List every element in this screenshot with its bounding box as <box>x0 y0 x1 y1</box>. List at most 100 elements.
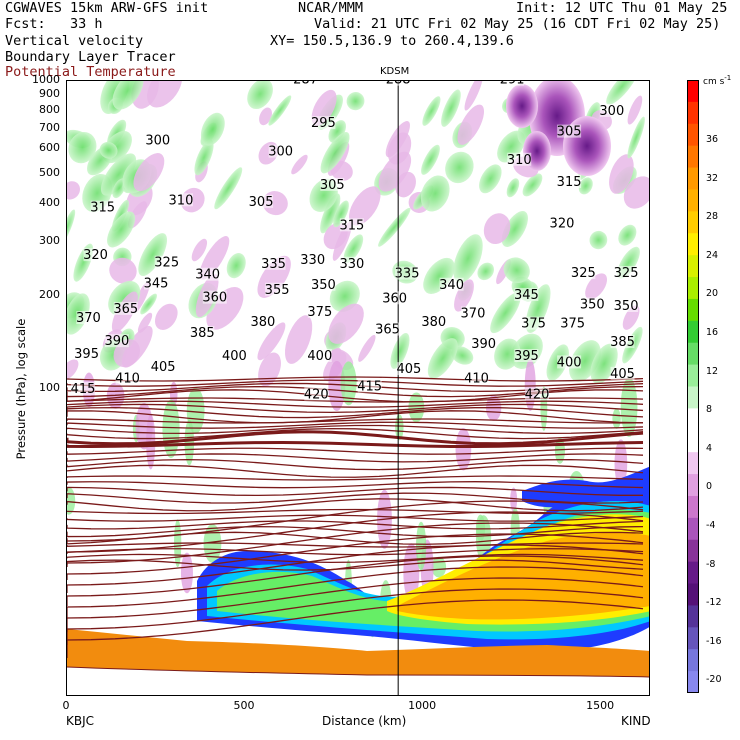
w-cell <box>421 144 440 175</box>
theta-label: 305 <box>320 178 345 193</box>
theta-label-bg <box>320 177 345 191</box>
theta-label-bg <box>113 301 138 315</box>
w-cell <box>420 175 450 212</box>
y-tick-label: 800 <box>39 102 60 116</box>
w-cell <box>214 167 243 210</box>
theta-label: 350 <box>580 298 605 313</box>
theta-label: 420 <box>525 387 550 402</box>
colorbar-swatch <box>687 430 699 453</box>
w-downdraft-cell <box>506 84 538 128</box>
w-cell <box>154 303 178 330</box>
theta-contour <box>67 500 644 542</box>
w-cell <box>68 132 97 164</box>
w-cell <box>226 253 246 279</box>
theta-contour <box>67 511 644 554</box>
theta-label-bg <box>304 387 329 401</box>
theta-contour <box>67 492 644 504</box>
w-cell <box>284 315 313 364</box>
theta-contour <box>67 406 644 419</box>
theta-label-bg <box>464 371 489 385</box>
w-cell <box>457 104 485 145</box>
colorbar-swatch <box>687 517 699 541</box>
forecast-hour: Fcst: 33 h <box>5 16 103 32</box>
theta-label-bg <box>560 316 585 330</box>
theta-contour <box>67 464 644 478</box>
w-cell <box>408 392 425 423</box>
colorbar-swatch <box>687 583 699 606</box>
w-cell <box>67 181 81 200</box>
w-cell <box>609 154 634 194</box>
w-cell <box>259 107 272 126</box>
w-cell <box>268 95 292 126</box>
colorbar-swatch <box>687 386 699 409</box>
terrain-below-ground <box>67 667 649 695</box>
w-cell <box>200 112 225 146</box>
theta-label-bg <box>507 152 532 166</box>
cross-section-plot: 415 410 405 420 415 410 420 405 395 390 385 400 400 4… <box>66 80 650 696</box>
colorbar-tick-label: -4 <box>706 520 716 531</box>
w-cell <box>483 213 511 245</box>
y-tick-label: 1000 <box>32 73 60 86</box>
w-cell <box>184 419 195 466</box>
terrain-outline <box>67 666 649 678</box>
colorbar-tick-label: 8 <box>706 404 713 416</box>
theta-contour <box>67 486 644 497</box>
theta-label: 315 <box>557 175 582 190</box>
w-cell <box>422 96 441 126</box>
theta-contour <box>67 555 644 606</box>
theta-label-bg <box>151 359 176 373</box>
theta-label-bg <box>525 387 550 401</box>
colorbar-swatch <box>687 320 699 344</box>
w-cell <box>464 81 483 111</box>
w-cell <box>100 153 137 196</box>
theta-contour <box>67 498 644 512</box>
theta-label: 325 <box>614 266 639 281</box>
w-cell <box>191 238 208 262</box>
colorbar-swatch <box>687 452 699 475</box>
valid-time: Valid: 21 UTC Fri 02 May 25 (16 CDT Fri … <box>314 16 721 32</box>
w-cell <box>618 224 637 246</box>
w-cell <box>329 347 342 363</box>
theta-label-bg <box>521 316 546 330</box>
theta-label-bg <box>104 334 129 348</box>
theta-label-bg <box>395 266 420 280</box>
w-cell <box>328 303 364 344</box>
y-tick-label: 200 <box>39 288 60 302</box>
w-cell <box>138 233 168 277</box>
theta-contour <box>67 427 644 440</box>
theta-label: 300 <box>145 134 170 149</box>
w-cell <box>627 116 645 159</box>
w-cell <box>349 186 381 226</box>
theta-label: 420 <box>304 387 329 402</box>
theta-label: 405 <box>610 367 635 382</box>
theta-contour <box>67 458 644 471</box>
theta-label-bg <box>614 298 639 312</box>
colorbar-swatch <box>687 342 699 366</box>
w-cell <box>206 287 244 330</box>
theta-label-bg <box>514 348 539 362</box>
theta-label: 375 <box>560 317 585 332</box>
w-cell <box>427 338 458 379</box>
theta-label: 405 <box>151 360 176 375</box>
colorbar-swatch <box>687 167 699 190</box>
w-cell <box>445 151 474 184</box>
theta-label: 288 <box>386 81 411 88</box>
theta-label: 340 <box>439 278 464 293</box>
theta-label-bg <box>549 216 574 230</box>
theta-contour <box>67 553 644 564</box>
w-cell <box>390 332 410 369</box>
theta-label: 405 <box>396 362 421 377</box>
w-cell <box>330 160 353 181</box>
theta-label-bg <box>339 218 364 232</box>
theta-label: 320 <box>83 248 108 263</box>
w-cell <box>194 139 214 176</box>
w-cell <box>585 273 608 300</box>
w-cell <box>506 178 520 198</box>
colorbar-swatch <box>687 408 699 431</box>
theta-contour <box>67 508 644 515</box>
colorbar-tick-label: 24 <box>706 249 719 261</box>
theta-label: 310 <box>507 153 532 168</box>
w-cell <box>343 234 364 263</box>
theta-label-bg <box>115 371 140 385</box>
field-boundary-layer-tracer: Boundary Layer Tracer <box>5 49 176 65</box>
